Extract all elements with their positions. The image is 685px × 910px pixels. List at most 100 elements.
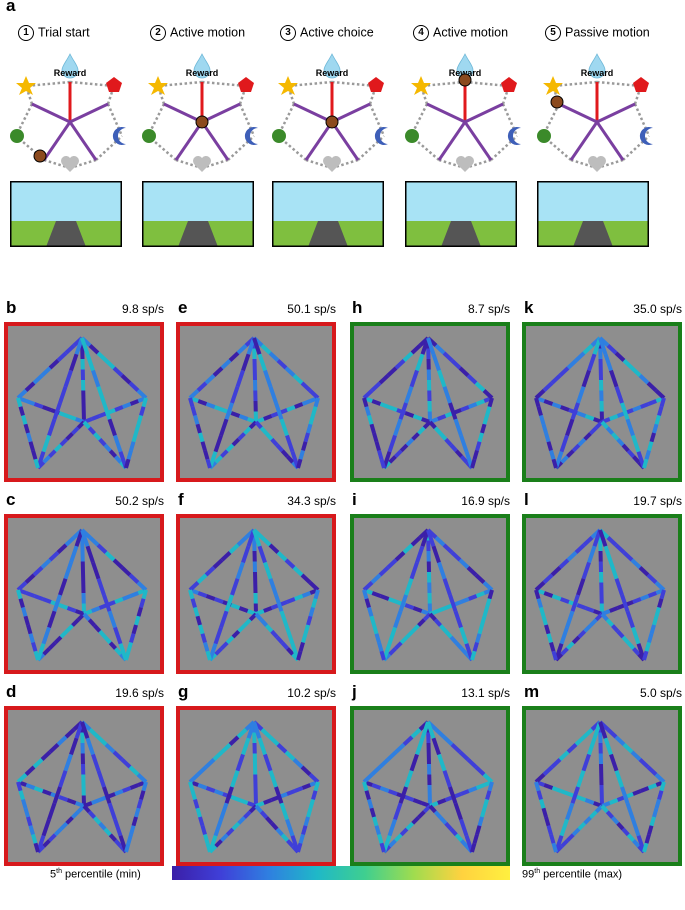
- pentagon-icon: [368, 77, 384, 92]
- firing-map-segment: [428, 804, 437, 814]
- maze-dotted-path: [227, 135, 255, 161]
- firing-map-segment: [276, 551, 288, 562]
- firing-map-segment: [188, 581, 200, 592]
- star-icon: [16, 76, 36, 95]
- first-person-view: [10, 181, 122, 247]
- firing-map-segment: [114, 789, 124, 796]
- maze-dotted-path: [490, 135, 518, 161]
- firing-map-segment: [415, 545, 425, 564]
- firing-map-segment: [632, 647, 641, 656]
- firing-map-segment: [644, 833, 651, 844]
- firing-map-segment: [362, 389, 374, 400]
- step-number-badge: 1: [18, 25, 34, 41]
- firing-map-segment: [260, 536, 272, 547]
- firing-map-segment: [460, 455, 469, 464]
- firing-map-segment: [437, 561, 447, 580]
- firing-map-segment: [280, 449, 289, 458]
- peak-firing-rate: 9.8 sp/s: [121, 302, 164, 316]
- firing-map-segment: [541, 807, 548, 818]
- firing-map-segment: [576, 795, 587, 802]
- pentagon-icon: [238, 77, 254, 92]
- firing-map-segment: [224, 594, 234, 612]
- firing-map-segment: [387, 818, 397, 837]
- firing-map-segment: [364, 406, 371, 417]
- firing-map-segment: [626, 833, 635, 842]
- star-icon: [278, 76, 298, 95]
- firing-map-segment: [450, 743, 462, 754]
- firing-map-segment: [301, 825, 308, 836]
- firing-map-segment: [91, 414, 101, 421]
- firing-map-segment: [82, 420, 91, 430]
- firing-map-segment: [625, 418, 635, 437]
- firing-map-segment: [112, 366, 124, 377]
- firing-map-segment: [611, 816, 620, 825]
- firing-map-segment: [460, 839, 469, 848]
- maze-arm: [596, 102, 636, 124]
- firing-map-segment: [449, 635, 458, 645]
- firing-map-segment: [41, 818, 51, 837]
- firing-map-segment: [543, 591, 554, 598]
- firing-map-segment: [379, 594, 390, 601]
- firing-map-segment: [404, 603, 415, 610]
- firing-map-segment: [80, 529, 90, 547]
- panel-letter-e: e: [178, 298, 188, 317]
- firing-map-segment: [303, 432, 310, 443]
- firing-map-segment: [292, 566, 304, 577]
- firing-map-segment: [632, 839, 641, 848]
- firing-map-segment: [460, 789, 470, 796]
- firing-map-segment: [236, 728, 248, 739]
- firing-map-segment: [454, 449, 463, 458]
- star-icon: [411, 76, 431, 95]
- firing-map-segment: [219, 610, 229, 629]
- firing-map-segment: [454, 833, 463, 842]
- circle-icon: [142, 129, 156, 143]
- firing-map-segment: [286, 839, 295, 848]
- firing-map-segment: [559, 626, 569, 645]
- firing-map-segment: [460, 597, 470, 604]
- firing-map-segment: [24, 765, 36, 776]
- firing-map-segment: [252, 337, 262, 355]
- firing-map-segment: [437, 798, 447, 805]
- firing-map-segment: [470, 842, 477, 853]
- firing-map-segment: [213, 626, 223, 645]
- firing-map-segment: [203, 641, 210, 652]
- firing-map-segment: [587, 353, 597, 372]
- firing-map-segment: [102, 786, 112, 804]
- firing-map-segment: [311, 406, 318, 417]
- firing-map-segment: [91, 753, 101, 772]
- firing-map-segment: [605, 618, 614, 627]
- maze-arm: [174, 121, 204, 161]
- firing-map-segment: [571, 443, 581, 453]
- firing-map-segment: [128, 381, 140, 392]
- firing-map-segment: [559, 818, 569, 837]
- firing-map-segment: [606, 536, 618, 547]
- firing-map-segment: [126, 449, 133, 460]
- firing-map-segment: [224, 786, 234, 804]
- firing-map-segment: [377, 449, 384, 460]
- firing-map-segment: [482, 798, 489, 809]
- firing-map-segment: [453, 802, 463, 821]
- firing-map-segment: [470, 650, 477, 661]
- firing-map-segment: [296, 842, 303, 853]
- firing-map-segment: [603, 737, 613, 756]
- firing-map-segment: [48, 359, 60, 370]
- firing-map-segment: [82, 804, 91, 814]
- firing-map-segment: [412, 606, 423, 613]
- firing-map-segment: [442, 386, 452, 404]
- firing-map-segment: [33, 842, 40, 853]
- firing-map-segment: [286, 405, 296, 412]
- colorbar-min-label: 5th percentile (min): [50, 868, 141, 881]
- firing-map-segment: [631, 818, 641, 837]
- maze-dotted-path: [633, 103, 651, 137]
- firing-map-segment: [647, 399, 657, 406]
- firing-map-segment: [58, 411, 69, 418]
- firing-map-segment: [534, 389, 546, 400]
- firing-map-segment: [16, 781, 23, 792]
- firing-map-segment: [58, 578, 68, 596]
- firing-map-segment: [434, 344, 446, 355]
- reward-label: Reward: [581, 68, 614, 78]
- firing-map-segment: [589, 810, 598, 819]
- firing-map-segment: [609, 414, 619, 421]
- firing-map-segment: [243, 810, 252, 819]
- firing-map-segment: [659, 397, 666, 408]
